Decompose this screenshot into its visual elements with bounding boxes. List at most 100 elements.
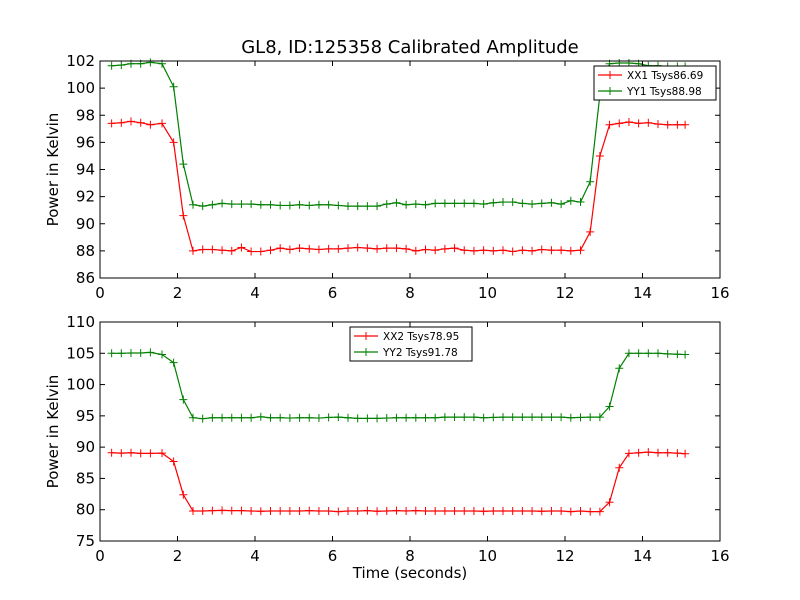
- data-point: [489, 506, 498, 515]
- data-point: [314, 245, 323, 254]
- data-point: [295, 413, 304, 422]
- x-tick-label: 0: [95, 284, 105, 302]
- data-point: [421, 506, 430, 515]
- data-point: [344, 202, 352, 211]
- data-point: [431, 413, 440, 422]
- data-point: [576, 246, 585, 255]
- data-point: [127, 448, 135, 457]
- data-point: [528, 200, 537, 209]
- x-tick-label: 16: [710, 284, 729, 302]
- bottom-x-axis-label: Time (seconds): [352, 564, 468, 582]
- chart-title: GL8, ID:125358 Calibrated Amplitude: [241, 37, 579, 58]
- data-point: [158, 350, 166, 359]
- data-point: [605, 120, 614, 129]
- legend-label: XX2 Tsys78.95: [383, 331, 459, 343]
- data-point: [247, 506, 256, 515]
- data-point: [528, 506, 537, 515]
- data-point: [237, 506, 246, 515]
- legend: XX1 Tsys86.69 YY1 Tsys88.98: [593, 65, 717, 101]
- data-point: [107, 61, 116, 70]
- data-point: [344, 506, 352, 515]
- y-tick-label: 110: [66, 313, 95, 331]
- data-point: [285, 245, 294, 254]
- data-point: [363, 414, 372, 423]
- legend-label: YY1 Tsys88.98: [626, 86, 702, 98]
- y-tick-label: 95: [76, 407, 95, 425]
- data-point: [117, 61, 126, 70]
- data-point: [499, 413, 507, 422]
- data-point: [557, 246, 566, 255]
- data-point: [469, 246, 478, 255]
- data-point: [586, 413, 595, 422]
- data-point: [382, 244, 391, 253]
- data-point: [450, 506, 459, 515]
- data-point: [169, 138, 178, 147]
- data-point: [208, 245, 217, 254]
- data-point: [547, 506, 556, 515]
- data-point: [663, 349, 672, 358]
- data-point: [189, 413, 197, 422]
- data-point: [450, 244, 459, 253]
- data-point: [615, 463, 624, 472]
- data-point: [681, 449, 690, 458]
- data-point: [179, 160, 188, 169]
- data-point: [681, 120, 690, 129]
- data-point: [411, 506, 420, 515]
- legend-marker: [606, 71, 614, 79]
- top-y-axis-label: Power in Kelvin: [44, 113, 62, 227]
- data-point: [373, 414, 382, 423]
- data-point: [382, 506, 391, 515]
- data-point: [469, 506, 478, 515]
- data-point: [198, 202, 207, 211]
- data-point: [117, 349, 126, 358]
- data-point: [576, 413, 585, 422]
- data-point: [198, 245, 207, 254]
- data-point: [547, 198, 556, 207]
- data-point: [634, 119, 643, 128]
- x-tick-label: 8: [405, 547, 415, 565]
- data-point: [499, 198, 507, 207]
- bottom-plot: 0 2 4 6 8 10 12 14 16 75 80 85 90 95 100 105 110 XX2 Tsys…: [66, 313, 729, 565]
- data-point: [557, 200, 566, 209]
- data-point: [276, 244, 285, 253]
- data-point: [158, 449, 166, 458]
- data-point: [392, 506, 401, 515]
- data-point: [673, 449, 682, 458]
- data-point: [266, 413, 275, 422]
- data-point: [276, 413, 285, 422]
- data-point: [227, 413, 236, 422]
- data-point: [136, 449, 145, 458]
- data-point: [344, 413, 352, 422]
- data-point: [566, 196, 575, 205]
- data-point: [605, 498, 614, 507]
- data-point: [146, 348, 155, 357]
- data-point: [218, 199, 227, 208]
- data-point: [508, 413, 517, 422]
- data-point: [227, 200, 236, 209]
- x-tick-label: 4: [250, 547, 260, 565]
- data-point: [266, 200, 275, 209]
- data-point: [107, 448, 116, 457]
- data-point: [237, 243, 246, 252]
- y-tick-label: 90: [76, 438, 95, 456]
- data-point: [624, 118, 633, 127]
- data-point: [566, 246, 575, 255]
- data-point: [566, 413, 575, 422]
- y-tick-label: 94: [76, 161, 95, 179]
- data-point: [256, 200, 265, 209]
- data-point: [266, 246, 275, 255]
- data-point: [107, 349, 116, 358]
- data-point: [595, 151, 604, 160]
- data-point: [353, 414, 362, 423]
- data-point: [353, 202, 362, 211]
- data-point: [605, 402, 614, 411]
- data-point: [654, 120, 662, 129]
- data-point: [634, 349, 643, 358]
- data-point: [208, 413, 217, 422]
- data-point: [624, 349, 633, 358]
- data-point: [334, 201, 343, 210]
- data-point: [528, 246, 537, 255]
- data-point: [479, 507, 488, 516]
- y-tick-label: 85: [76, 469, 95, 487]
- data-point: [460, 506, 469, 515]
